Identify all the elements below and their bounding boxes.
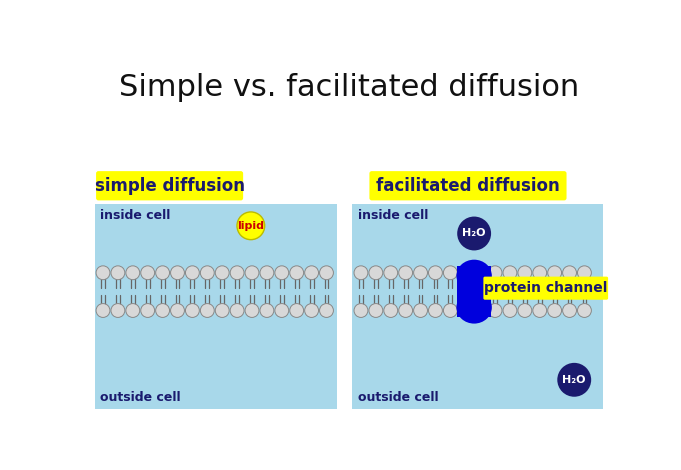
Circle shape	[304, 304, 319, 317]
Circle shape	[443, 304, 457, 317]
Circle shape	[260, 266, 274, 280]
Circle shape	[215, 304, 229, 317]
Circle shape	[428, 266, 443, 280]
Bar	[95, 204, 337, 409]
Circle shape	[170, 266, 185, 280]
Circle shape	[200, 266, 215, 280]
Circle shape	[275, 266, 289, 280]
Circle shape	[126, 304, 140, 317]
Circle shape	[215, 266, 229, 280]
Circle shape	[289, 266, 304, 280]
Circle shape	[548, 266, 562, 280]
Text: Simple vs. facilitated diffusion: Simple vs. facilitated diffusion	[119, 73, 580, 102]
Circle shape	[230, 304, 244, 317]
Ellipse shape	[456, 291, 492, 323]
Text: inside cell: inside cell	[358, 209, 428, 222]
Circle shape	[533, 266, 547, 280]
Circle shape	[245, 266, 259, 280]
Circle shape	[111, 266, 125, 280]
Circle shape	[518, 266, 532, 280]
Circle shape	[518, 304, 532, 317]
Text: simple diffusion: simple diffusion	[95, 177, 244, 195]
Circle shape	[354, 266, 368, 280]
Ellipse shape	[456, 260, 492, 292]
Circle shape	[260, 304, 274, 317]
Circle shape	[275, 304, 289, 317]
Circle shape	[369, 304, 383, 317]
Circle shape	[548, 304, 562, 317]
Circle shape	[457, 217, 491, 251]
Circle shape	[428, 304, 443, 317]
Circle shape	[289, 304, 304, 317]
Circle shape	[245, 304, 259, 317]
Circle shape	[237, 212, 265, 240]
Text: lipid: lipid	[238, 221, 264, 231]
Circle shape	[413, 266, 428, 280]
Circle shape	[563, 266, 577, 280]
Text: facilitated diffusion: facilitated diffusion	[376, 177, 560, 195]
Bar	[457, 266, 491, 317]
Circle shape	[398, 304, 413, 317]
Text: protein channel: protein channel	[484, 281, 607, 295]
Circle shape	[319, 304, 334, 317]
Circle shape	[413, 304, 428, 317]
Circle shape	[156, 266, 170, 280]
Circle shape	[185, 266, 200, 280]
Circle shape	[369, 266, 383, 280]
Circle shape	[563, 304, 577, 317]
Circle shape	[126, 266, 140, 280]
FancyBboxPatch shape	[369, 171, 567, 200]
Circle shape	[557, 363, 591, 397]
Text: H₂O: H₂O	[462, 228, 486, 238]
Text: H₂O: H₂O	[563, 375, 586, 385]
Circle shape	[141, 266, 155, 280]
Circle shape	[503, 266, 517, 280]
Circle shape	[141, 304, 155, 317]
Circle shape	[111, 304, 125, 317]
Circle shape	[488, 304, 502, 317]
Circle shape	[319, 266, 334, 280]
FancyBboxPatch shape	[96, 171, 243, 200]
Circle shape	[170, 304, 185, 317]
Circle shape	[384, 266, 398, 280]
Circle shape	[443, 266, 457, 280]
Circle shape	[533, 304, 547, 317]
Bar	[353, 204, 603, 409]
Circle shape	[354, 304, 368, 317]
Circle shape	[96, 304, 110, 317]
Text: outside cell: outside cell	[100, 391, 180, 404]
Circle shape	[384, 304, 398, 317]
Circle shape	[304, 266, 319, 280]
FancyBboxPatch shape	[484, 277, 608, 300]
Text: outside cell: outside cell	[358, 391, 439, 404]
Circle shape	[200, 304, 215, 317]
Text: inside cell: inside cell	[100, 209, 170, 222]
Circle shape	[398, 266, 413, 280]
Circle shape	[503, 304, 517, 317]
Circle shape	[577, 304, 591, 317]
Circle shape	[230, 266, 244, 280]
Circle shape	[488, 266, 502, 280]
Circle shape	[577, 266, 591, 280]
Circle shape	[96, 266, 110, 280]
Circle shape	[156, 304, 170, 317]
Circle shape	[185, 304, 200, 317]
